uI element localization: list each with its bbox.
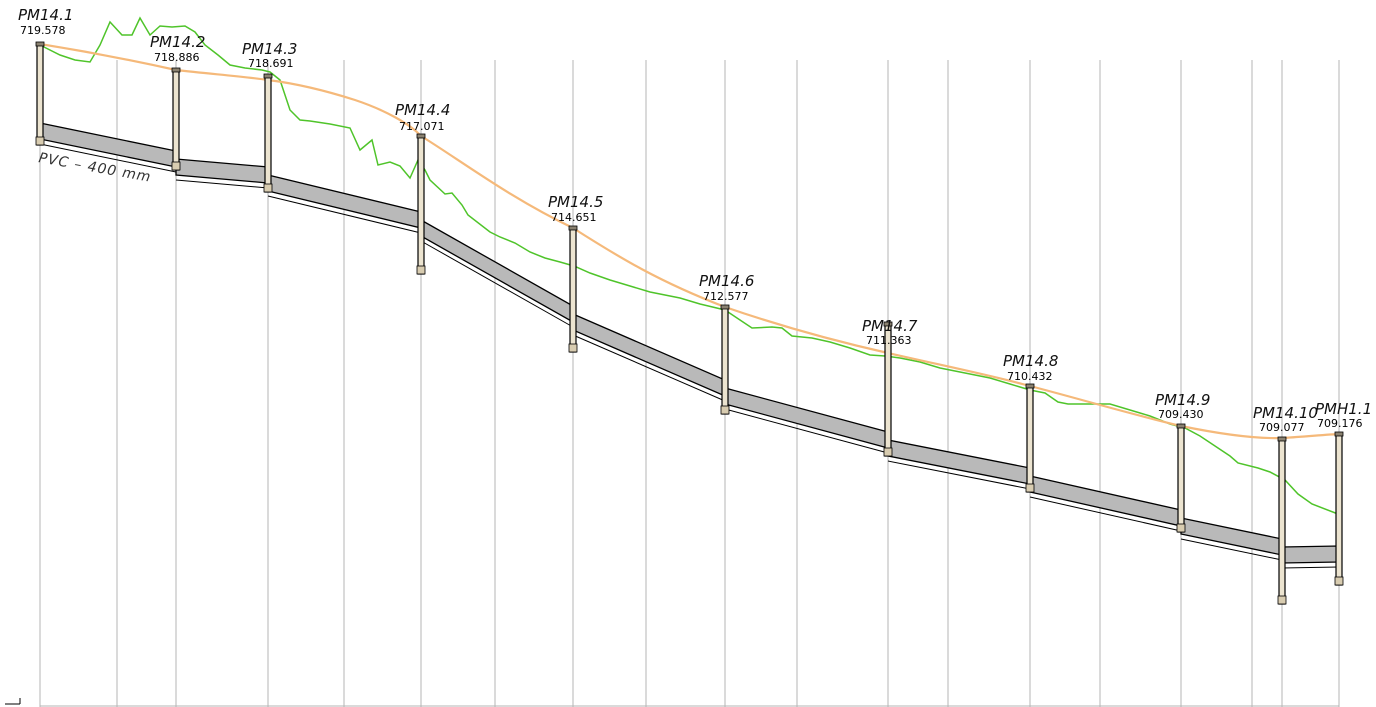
- manhole-shaft: [172, 69, 180, 171]
- pipe-bedding-line: [420, 240, 574, 328]
- manhole-base: [1277, 595, 1287, 605]
- pipe-segment: [724, 387, 889, 449]
- manhole-cover: [171, 67, 181, 73]
- pipe-bedding-line: [1180, 538, 1283, 561]
- manhole-rim-elevation: 709.176: [1317, 417, 1363, 430]
- manhole-shaft: [721, 306, 729, 415]
- manhole: [1277, 436, 1287, 605]
- manhole: [720, 304, 730, 415]
- pipe-bedding-line: [1029, 496, 1182, 532]
- manhole-rim-elevation: 710.432: [1007, 370, 1053, 383]
- manhole-shaft: [1177, 425, 1185, 533]
- manhole-structures: [35, 41, 1344, 605]
- manhole-name: PMH1.1: [1315, 400, 1372, 418]
- pipe-bedding-line: [887, 460, 1031, 490]
- manhole-shaft: [1335, 433, 1343, 586]
- manhole-cover: [568, 225, 578, 231]
- manhole-base: [263, 183, 273, 193]
- manhole-cover: [720, 304, 730, 310]
- manhole-name: PM14.8: [1003, 352, 1058, 370]
- manhole-base: [1334, 576, 1344, 586]
- manhole-shaft: [36, 43, 44, 146]
- manhole-shaft: [417, 135, 425, 275]
- manhole-cover: [1277, 436, 1287, 442]
- manhole-rim-elevation: 709.430: [1158, 408, 1204, 421]
- pipe-segment: [887, 439, 1031, 485]
- manhole-cover: [883, 321, 893, 327]
- manhole: [1176, 423, 1186, 533]
- manhole: [171, 67, 181, 171]
- pipe-bedding-line: [1281, 566, 1340, 569]
- pipe-segment: [1281, 545, 1340, 564]
- manhole-cover: [416, 133, 426, 139]
- pipe-bedding-line: [175, 179, 269, 189]
- manhole: [883, 321, 893, 457]
- existing-ground-line: [39, 16, 1339, 515]
- manhole-name: PM14.4: [395, 101, 450, 119]
- manhole-cover: [1176, 423, 1186, 429]
- manhole: [1025, 383, 1035, 493]
- pipe-bedding-line: [724, 408, 889, 454]
- manhole-cover: [35, 41, 45, 47]
- manhole-name: PM14.1: [18, 6, 73, 24]
- manhole-cover: [1334, 431, 1344, 437]
- manhole-base: [1176, 523, 1186, 533]
- manhole-rim-elevation: 712.577: [703, 290, 749, 303]
- manhole-base: [416, 265, 426, 275]
- pipe-bedding-line: [267, 195, 422, 234]
- manhole-rim-elevation: 714.651: [551, 211, 597, 224]
- manhole-shaft: [1026, 385, 1034, 493]
- manhole-shaft: [264, 75, 272, 193]
- manhole-base: [568, 343, 578, 353]
- manhole-base: [171, 161, 181, 171]
- manhole-rim-elevation: 711.363: [866, 334, 912, 347]
- manhole-base: [35, 136, 45, 146]
- manhole-cover: [1025, 383, 1035, 389]
- manhole-base: [1025, 483, 1035, 493]
- manhole-rim-elevation: 718.691: [248, 57, 294, 70]
- manhole-rim-elevation: 709.077: [1259, 421, 1305, 434]
- manhole-base: [720, 405, 730, 415]
- manhole: [35, 41, 45, 146]
- manhole-name: PM14.7: [862, 317, 918, 335]
- manhole: [1334, 431, 1344, 586]
- manhole-shaft: [1278, 438, 1286, 605]
- manhole-name: PM14.5: [548, 193, 603, 211]
- manhole-rim-elevation: 719.578: [20, 24, 66, 37]
- manhole-rim-elevation: 717.071: [399, 120, 445, 133]
- pipe-segments: [39, 122, 1340, 569]
- pipe-segment: [175, 158, 269, 184]
- manhole-base: [883, 447, 893, 457]
- manhole-name: PM14.3: [242, 40, 297, 58]
- pipe-segment: [572, 313, 726, 397]
- manhole: [263, 73, 273, 193]
- manhole: [568, 225, 578, 353]
- manhole-name: PM14.9: [1155, 391, 1210, 409]
- manhole-name: PM14.2: [150, 33, 205, 51]
- manhole-name: PM14.10: [1253, 404, 1318, 422]
- station-grid-lines: [39, 60, 1340, 707]
- pipe-bedding-line: [39, 143, 177, 173]
- manhole-cover: [263, 73, 273, 79]
- pipe-bedding-line: [572, 334, 726, 402]
- manhole: [416, 133, 426, 275]
- pipe-segment: [1029, 475, 1182, 527]
- manhole-shaft: [569, 227, 577, 353]
- manhole-rim-elevation: 718.886: [154, 51, 200, 64]
- manhole-name: PM14.6: [699, 272, 754, 290]
